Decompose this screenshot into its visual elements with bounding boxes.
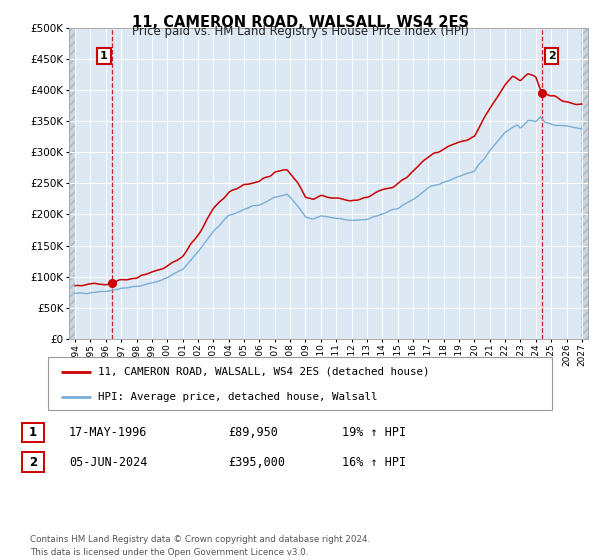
Text: 05-JUN-2024: 05-JUN-2024 [69,455,148,469]
Text: 1: 1 [100,51,108,61]
Bar [69,28,76,339]
Text: 16% ↑ HPI: 16% ↑ HPI [342,455,406,469]
Text: 2: 2 [29,455,37,469]
Text: 17-MAY-1996: 17-MAY-1996 [69,426,148,439]
FancyBboxPatch shape [48,357,552,410]
Text: HPI: Average price, detached house, Walsall: HPI: Average price, detached house, Wals… [98,392,378,402]
Text: 1: 1 [29,426,37,439]
Text: 11, CAMERON ROAD, WALSALL, WS4 2ES (detached house): 11, CAMERON ROAD, WALSALL, WS4 2ES (deta… [98,367,430,377]
Bar [581,28,588,339]
Text: £395,000: £395,000 [228,455,285,469]
Text: 19% ↑ HPI: 19% ↑ HPI [342,426,406,439]
Text: 2: 2 [548,51,556,61]
Text: £89,950: £89,950 [228,426,278,439]
Text: 11, CAMERON ROAD, WALSALL, WS4 2ES: 11, CAMERON ROAD, WALSALL, WS4 2ES [131,15,469,30]
Text: Price paid vs. HM Land Registry's House Price Index (HPI): Price paid vs. HM Land Registry's House … [131,25,469,38]
Text: Contains HM Land Registry data © Crown copyright and database right 2024.
This d: Contains HM Land Registry data © Crown c… [30,535,370,557]
